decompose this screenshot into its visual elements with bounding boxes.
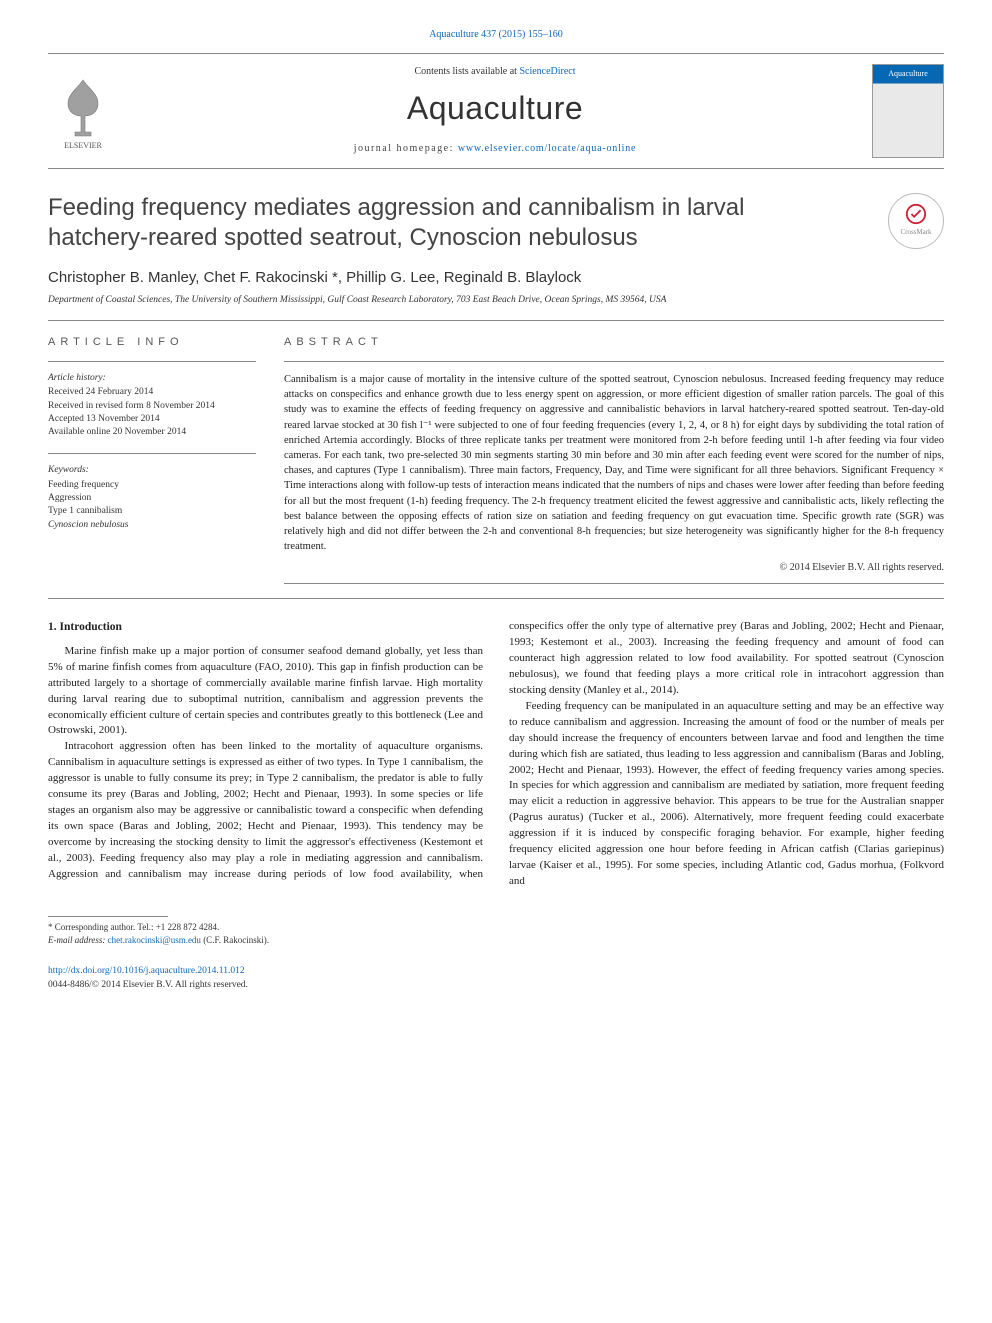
contents-line: Contents lists available at ScienceDirec… [134, 65, 856, 80]
author-email-link[interactable]: chet.rakocinski@usm.edu [108, 935, 201, 945]
authors: Christopher B. Manley, Chet F. Rakocinsk… [48, 267, 944, 289]
affiliation: Department of Coastal Sciences, The Univ… [48, 294, 944, 308]
email-line: E-mail address: chet.rakocinski@usm.edu … [48, 934, 944, 947]
info-divider [48, 361, 256, 362]
info-abstract-row: ARTICLE INFO Article history: Received 2… [48, 335, 944, 584]
footer: http://dx.doi.org/10.1016/j.aquaculture.… [48, 965, 944, 993]
contents-line-text: Contents lists available at [414, 66, 519, 77]
crossmark-icon [905, 203, 927, 225]
sciencedirect-link[interactable]: ScienceDirect [519, 66, 575, 77]
history-line: Accepted 13 November 2014 [48, 413, 256, 426]
abstract-text: Cannibalism is a major cause of mortalit… [284, 372, 944, 555]
keywords-block: Keywords: Feeding frequency Aggression T… [48, 464, 256, 531]
footnote-rule [48, 916, 168, 917]
article-header: CrossMark Feeding frequency mediates agg… [48, 193, 944, 309]
journal-homepage-link[interactable]: www.elsevier.com/locate/aqua-online [458, 143, 636, 154]
journal-cover-thumbnail: Aquaculture [872, 64, 944, 158]
keywords-head: Keywords: [48, 464, 256, 477]
keyword: Feeding frequency [48, 479, 256, 492]
journal-header: ELSEVIER Contents lists available at Sci… [48, 53, 944, 169]
elsevier-tree-icon: ELSEVIER [48, 72, 118, 150]
article-title: Feeding frequency mediates aggression an… [48, 193, 828, 253]
journal-homepage: journal homepage: www.elsevier.com/locat… [134, 142, 856, 157]
abstract-divider [284, 361, 944, 362]
body-paragraph: Marine finfish make up a major portion o… [48, 644, 483, 740]
corresponding-author: * Corresponding author. Tel.: +1 228 872… [48, 921, 944, 934]
email-label: E-mail address: [48, 935, 108, 945]
crossmark-badge[interactable]: CrossMark [888, 193, 944, 249]
crossmark-label: CrossMark [900, 227, 931, 237]
divider-bottom [48, 598, 944, 599]
article-history: Article history: Received 24 February 20… [48, 372, 256, 439]
issn-copyright: 0044-8486/© 2014 Elsevier B.V. All right… [48, 979, 944, 993]
keyword: Aggression [48, 492, 256, 505]
header-center: Contents lists available at ScienceDirec… [134, 65, 856, 156]
abstract-copyright: © 2014 Elsevier B.V. All rights reserved… [284, 561, 944, 576]
email-tail: (C.F. Rakocinski). [201, 935, 269, 945]
journal-citation: Aquaculture 437 (2015) 155–160 [48, 28, 944, 43]
doi-link[interactable]: http://dx.doi.org/10.1016/j.aquaculture.… [48, 966, 245, 976]
history-line: Received 24 February 2014 [48, 386, 256, 399]
keyword: Cynoscion nebulosus [48, 519, 256, 532]
article-info-column: ARTICLE INFO Article history: Received 2… [48, 335, 256, 584]
body-paragraph: Feeding frequency can be manipulated in … [509, 699, 944, 890]
history-head: Article history: [48, 372, 256, 385]
divider-top [48, 320, 944, 321]
history-line: Available online 20 November 2014 [48, 426, 256, 439]
footnotes: * Corresponding author. Tel.: +1 228 872… [48, 921, 944, 947]
section-heading: 1. Introduction [48, 619, 483, 636]
elsevier-logo: ELSEVIER [48, 72, 118, 150]
abstract-column: ABSTRACT Cannibalism is a major cause of… [284, 335, 944, 584]
journal-homepage-label: journal homepage: [354, 143, 458, 154]
abstract-divider-bottom [284, 583, 944, 584]
cover-label: Aquaculture [888, 68, 928, 80]
info-divider [48, 453, 256, 454]
keyword: Type 1 cannibalism [48, 505, 256, 518]
svg-text:ELSEVIER: ELSEVIER [64, 141, 102, 150]
article-info-head: ARTICLE INFO [48, 335, 256, 351]
journal-citation-link[interactable]: Aquaculture 437 (2015) 155–160 [429, 29, 563, 40]
journal-name: Aquaculture [134, 85, 856, 131]
abstract-head: ABSTRACT [284, 335, 944, 351]
history-line: Received in revised form 8 November 2014 [48, 400, 256, 413]
body-text: 1. Introduction Marine finfish make up a… [48, 619, 944, 890]
